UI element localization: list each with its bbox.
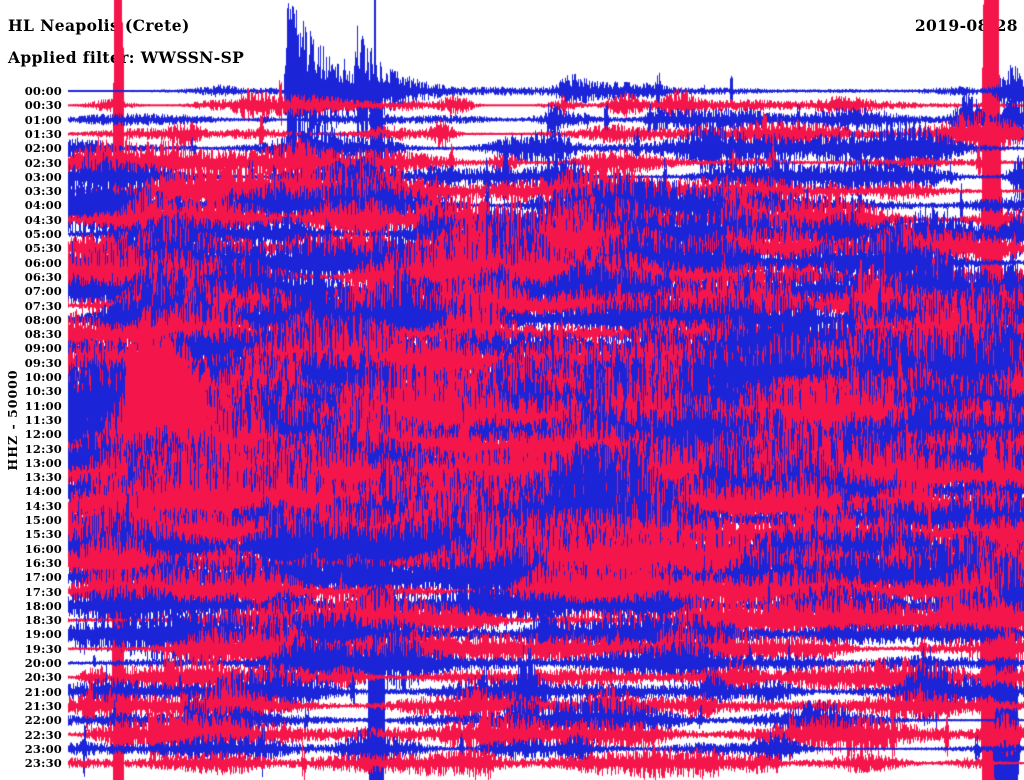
time-label: 10:30 [24,384,62,399]
time-label: 10:00 [24,370,62,384]
time-label: 17:30 [24,584,62,599]
time-label: 13:00 [24,455,62,470]
time-label: 14:30 [24,498,62,513]
time-label: 16:30 [24,555,62,570]
time-label: 21:00 [24,684,62,699]
time-label: 19:00 [24,627,62,642]
time-label: 00:00 [24,84,62,98]
time-label: 09:00 [24,341,62,356]
time-label: 00:30 [24,98,62,113]
filter-label: Applied filter: WWSSN-SP [8,48,245,67]
time-label: 11:30 [24,412,62,427]
time-label: 18:00 [24,598,62,613]
time-label: 17:00 [24,570,62,585]
time-label: 04:00 [24,198,62,213]
time-label: 06:30 [24,269,62,284]
time-label: 22:00 [24,713,62,728]
time-label: 16:00 [24,541,62,556]
time-label: 12:30 [24,441,62,456]
time-label: 01:00 [24,112,62,127]
time-label: 14:00 [24,484,62,499]
time-label: 18:30 [24,613,62,628]
time-label: 15:00 [24,513,62,527]
time-label: 04:30 [24,212,62,227]
time-label: 23:30 [24,756,62,771]
time-label: 06:00 [24,255,62,270]
time-label: 03:00 [24,169,62,184]
time-label: 21:30 [24,698,62,713]
time-label: 01:30 [24,126,62,141]
time-label: 08:30 [24,327,62,342]
time-label: 03:30 [24,184,62,199]
time-label: 05:00 [24,227,62,241]
date-label: 2019-08-28 [914,16,1018,35]
time-label: 19:30 [24,641,62,656]
time-label: 07:00 [24,284,62,299]
time-label: 11:00 [24,398,62,413]
time-label: 20:00 [24,656,62,670]
time-label: 23:00 [24,741,62,756]
time-label: 08:00 [24,312,62,327]
time-label: 09:30 [24,355,62,370]
time-label: 12:00 [24,427,62,442]
time-label: 13:30 [24,470,62,485]
time-label: 22:30 [24,727,62,742]
station-title: HL Neapolis (Crete) [8,16,190,35]
time-label: 02:30 [24,155,62,170]
time-label: 07:30 [24,298,62,313]
time-label: 05:30 [24,241,62,256]
time-label: 02:00 [24,141,62,156]
time-label: 20:30 [24,670,62,685]
time-label: 15:30 [24,527,62,542]
